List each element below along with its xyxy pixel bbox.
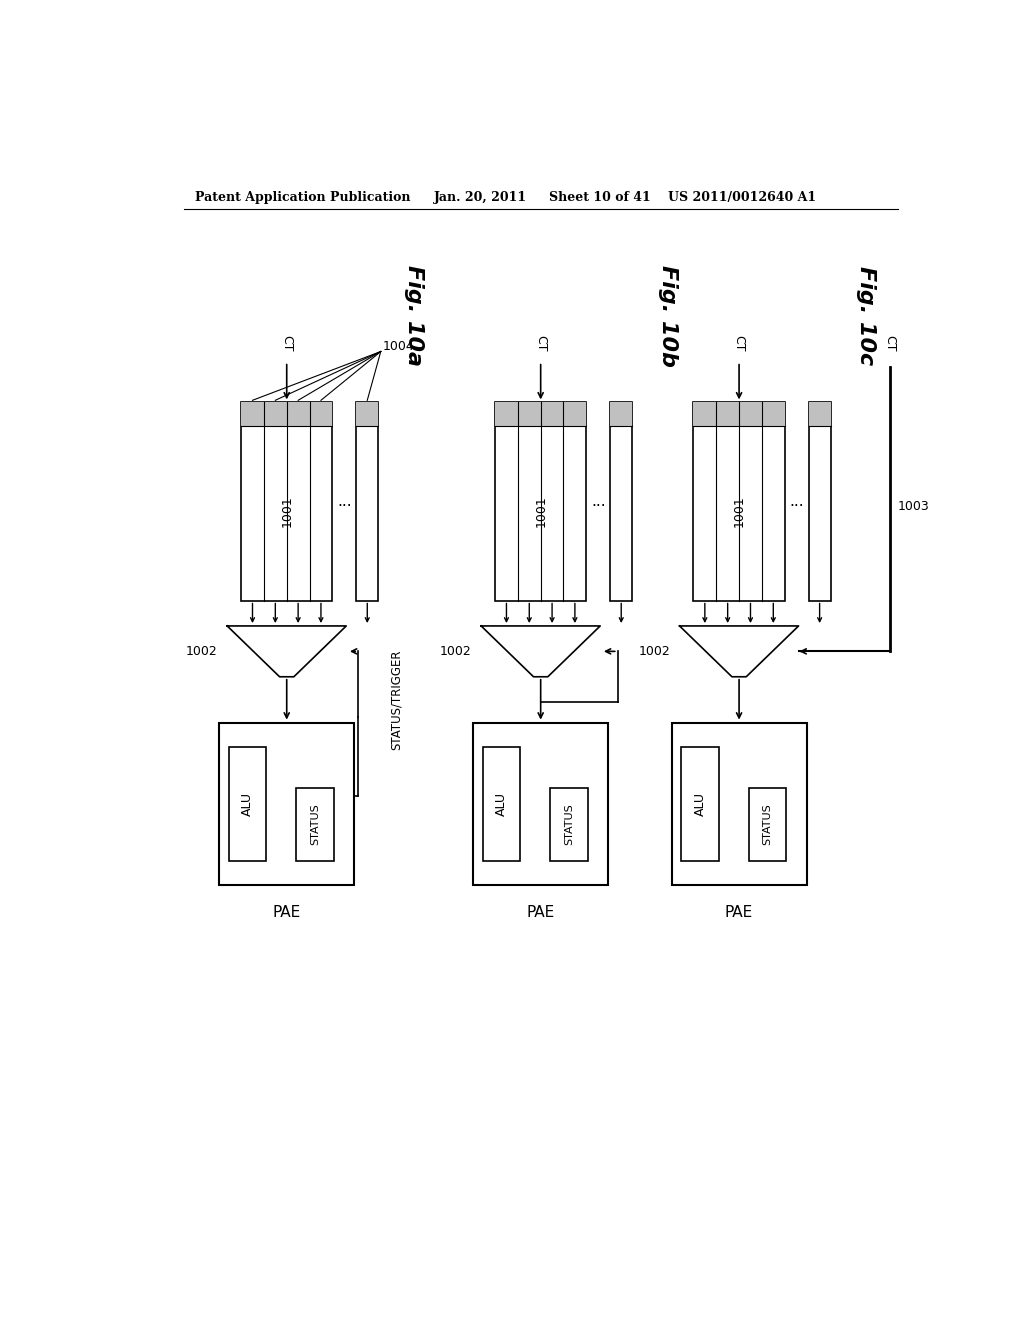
Bar xyxy=(356,403,379,426)
Bar xyxy=(241,403,333,601)
Bar xyxy=(473,722,608,886)
Text: PAE: PAE xyxy=(526,906,555,920)
Text: Fig. 10b: Fig. 10b xyxy=(658,265,678,367)
Bar xyxy=(495,403,587,601)
Bar xyxy=(550,788,588,861)
Bar xyxy=(809,403,830,601)
Text: ALU: ALU xyxy=(495,792,508,816)
Text: CT: CT xyxy=(535,335,547,351)
Text: ...: ... xyxy=(790,494,804,510)
Bar xyxy=(672,722,807,886)
Polygon shape xyxy=(680,626,799,677)
Bar xyxy=(482,747,520,861)
Text: US 2011/0012640 A1: US 2011/0012640 A1 xyxy=(668,190,816,203)
Bar xyxy=(219,722,354,886)
Text: 1001: 1001 xyxy=(732,496,745,528)
Bar xyxy=(610,403,633,601)
Bar xyxy=(681,747,719,861)
Text: 1002: 1002 xyxy=(186,645,218,657)
Text: CT: CT xyxy=(732,335,745,351)
Polygon shape xyxy=(227,626,346,677)
Text: STATUS/TRIGGER: STATUS/TRIGGER xyxy=(390,649,402,750)
Text: CT: CT xyxy=(884,335,896,351)
Text: 1001: 1001 xyxy=(535,496,547,528)
Bar xyxy=(749,788,786,861)
Text: Jan. 20, 2011: Jan. 20, 2011 xyxy=(433,190,526,203)
Bar xyxy=(241,403,333,426)
Polygon shape xyxy=(481,626,600,677)
Text: ALU: ALU xyxy=(241,792,254,816)
Bar xyxy=(228,747,266,861)
Text: STATUS: STATUS xyxy=(564,804,574,845)
Bar xyxy=(693,403,784,601)
Bar xyxy=(495,403,587,426)
Text: Patent Application Publication: Patent Application Publication xyxy=(196,190,411,203)
Text: ...: ... xyxy=(337,494,351,510)
Text: Fig. 10c: Fig. 10c xyxy=(856,267,877,366)
Text: 1003: 1003 xyxy=(898,500,930,513)
Text: STATUS: STATUS xyxy=(310,804,321,845)
Text: PAE: PAE xyxy=(725,906,754,920)
Text: 1002: 1002 xyxy=(440,645,472,657)
Bar xyxy=(296,788,334,861)
Text: 1004: 1004 xyxy=(382,341,414,352)
Text: STATUS: STATUS xyxy=(763,804,772,845)
Bar xyxy=(693,403,784,426)
Text: ALU: ALU xyxy=(693,792,707,816)
Text: 1002: 1002 xyxy=(638,645,670,657)
Bar xyxy=(610,403,633,426)
Bar xyxy=(356,403,379,601)
Text: Fig. 10a: Fig. 10a xyxy=(404,265,424,367)
Text: CT: CT xyxy=(281,335,293,351)
Text: ...: ... xyxy=(591,494,605,510)
Bar xyxy=(809,403,830,426)
Text: Sheet 10 of 41: Sheet 10 of 41 xyxy=(549,190,650,203)
Text: 1001: 1001 xyxy=(281,496,293,528)
Text: PAE: PAE xyxy=(272,906,301,920)
